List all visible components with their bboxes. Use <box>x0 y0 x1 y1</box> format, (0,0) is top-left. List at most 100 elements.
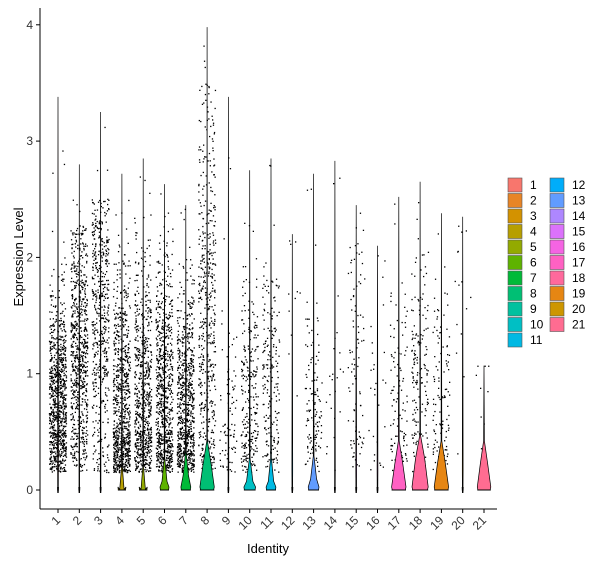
data-point <box>99 295 101 297</box>
data-point <box>75 320 77 323</box>
data-point <box>59 335 61 337</box>
data-point <box>181 391 184 393</box>
data-point <box>124 373 126 375</box>
data-point <box>86 417 89 419</box>
data-point <box>79 369 81 371</box>
data-point <box>178 378 180 380</box>
data-point <box>85 281 87 283</box>
data-point <box>60 407 62 409</box>
data-point <box>54 344 56 347</box>
data-point <box>98 235 101 237</box>
data-point <box>127 456 129 458</box>
data-point <box>165 459 167 461</box>
data-point <box>137 314 139 316</box>
data-point <box>144 375 147 377</box>
data-point <box>181 369 184 371</box>
data-point <box>71 436 73 438</box>
data-point <box>170 390 172 392</box>
data-point <box>102 290 105 293</box>
data-point <box>119 277 121 279</box>
data-point <box>56 337 58 339</box>
data-point <box>58 374 61 376</box>
data-point <box>73 357 76 359</box>
data-point <box>161 471 163 473</box>
data-point <box>85 253 88 255</box>
data-point <box>73 428 75 430</box>
data-point <box>104 375 106 377</box>
data-point <box>159 442 162 444</box>
data-point <box>98 406 101 409</box>
data-point <box>82 242 84 244</box>
data-point <box>74 285 76 287</box>
data-point <box>50 304 52 306</box>
data-point <box>92 201 94 204</box>
data-point <box>84 306 87 308</box>
data-point <box>125 314 127 316</box>
data-point <box>145 318 147 321</box>
data-point <box>124 470 126 472</box>
data-point <box>64 364 67 366</box>
data-point <box>62 403 64 405</box>
data-point <box>159 306 161 308</box>
data-point <box>83 249 85 251</box>
data-point <box>166 466 168 468</box>
data-point <box>114 445 116 447</box>
data-point <box>117 445 119 447</box>
data-point <box>95 299 97 301</box>
data-point <box>53 361 55 363</box>
data-point <box>58 435 60 437</box>
data-point <box>116 414 118 416</box>
data-point <box>180 445 182 447</box>
data-point <box>86 441 88 443</box>
data-point <box>160 193 162 195</box>
data-point <box>76 377 79 379</box>
data-point <box>177 462 179 465</box>
data-point <box>49 457 51 459</box>
data-point <box>64 454 67 457</box>
data-point <box>102 340 104 343</box>
data-point <box>95 329 97 331</box>
data-point <box>126 397 129 399</box>
data-point <box>50 456 52 458</box>
data-point <box>179 462 181 464</box>
data-point <box>170 431 172 433</box>
data-point <box>115 312 118 314</box>
data-point <box>105 263 107 265</box>
data-point <box>116 466 118 468</box>
data-point <box>148 436 150 438</box>
data-point <box>116 334 118 336</box>
data-point <box>93 332 95 334</box>
data-point <box>164 407 167 409</box>
data-point <box>148 375 150 377</box>
data-point <box>86 369 88 372</box>
data-point <box>170 349 173 351</box>
data-point <box>190 462 192 464</box>
data-point <box>50 426 52 428</box>
data-point <box>59 384 61 387</box>
data-point <box>92 256 94 258</box>
data-point <box>123 285 126 287</box>
data-point <box>83 298 85 300</box>
data-point <box>74 286 77 288</box>
data-point <box>71 232 74 234</box>
data-point <box>63 163 66 166</box>
data-point <box>122 470 124 472</box>
data-point <box>157 330 160 333</box>
data-point <box>95 255 97 257</box>
data-point <box>81 281 84 284</box>
data-point <box>138 377 140 379</box>
data-point <box>48 413 51 415</box>
data-point <box>84 449 86 452</box>
data-point <box>124 417 126 419</box>
data-point <box>52 410 54 412</box>
data-point <box>127 462 129 464</box>
data-point <box>188 469 190 471</box>
data-point <box>63 315 65 317</box>
data-point <box>76 303 78 305</box>
data-point <box>53 437 56 439</box>
data-point <box>186 333 189 335</box>
data-point <box>140 453 142 455</box>
data-point <box>49 343 51 345</box>
data-point <box>160 363 162 365</box>
data-point <box>177 367 180 369</box>
